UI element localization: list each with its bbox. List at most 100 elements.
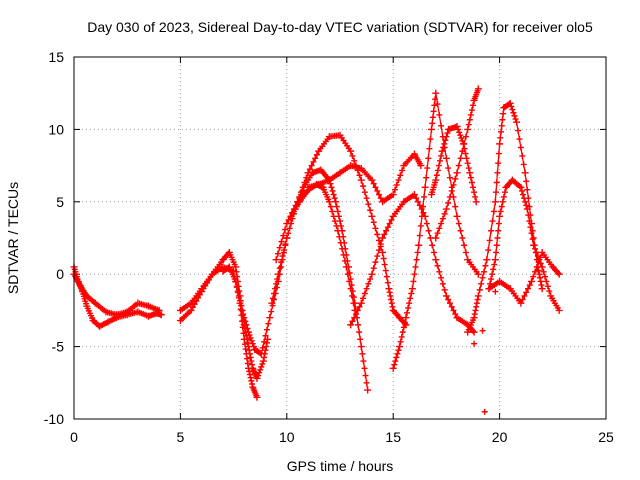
data-point-interp (356, 172, 363, 179)
plot-area-frame (73, 56, 607, 420)
data-point (432, 234, 440, 242)
data-point-interp (538, 282, 545, 289)
data-point (415, 241, 423, 249)
data-point (304, 169, 312, 177)
data-point-interp (261, 354, 268, 361)
data-point (474, 292, 482, 300)
data-point-interp (388, 216, 395, 223)
data-point-interp (380, 255, 387, 262)
data-point-interp (233, 283, 240, 290)
data-point (521, 169, 529, 177)
data-point-interp (257, 366, 264, 373)
data-point (257, 350, 265, 358)
data-point-interp (444, 130, 451, 137)
data-point (266, 314, 274, 322)
x-tick-label: 0 (70, 429, 78, 445)
data-point-interp (334, 208, 341, 215)
data-point-interp (410, 278, 417, 285)
data-point (410, 191, 418, 199)
data-point-interp (393, 354, 400, 361)
data-point-interp (434, 262, 441, 269)
data-point-interp (455, 162, 462, 169)
data-point-interp (526, 218, 533, 225)
data-point-interp (546, 288, 553, 295)
data-point-interp (425, 155, 432, 162)
data-point-interp (425, 227, 432, 234)
data-point-interp (400, 324, 407, 331)
data-point-interp (377, 195, 384, 202)
data-point (432, 89, 440, 97)
data-point-interp (312, 155, 319, 162)
data-point-interp (427, 136, 434, 143)
data-point-interp (465, 165, 472, 172)
data-point-interp (495, 160, 502, 167)
data-point (332, 198, 340, 206)
data-point-interp (398, 333, 405, 340)
data-point-interp (273, 280, 280, 287)
data-point-interp (234, 288, 241, 295)
data-point (528, 277, 536, 285)
data-point (474, 85, 482, 93)
data-point-interp (524, 285, 531, 292)
y-tick-label: 5 (56, 194, 64, 210)
data-point-interp (280, 247, 287, 254)
data-point-interp (497, 208, 504, 215)
data-point-interp (394, 350, 401, 357)
data-point-interp (457, 155, 464, 162)
data-point-interp (493, 249, 500, 256)
series-arc-night-c (485, 248, 563, 307)
data-point-interp (351, 314, 358, 321)
data-point (253, 393, 261, 401)
data-point-interp (535, 259, 542, 266)
data-point-interp (501, 189, 508, 196)
data-point-interp (530, 235, 537, 241)
data-point (517, 299, 525, 307)
data-point-interp (516, 136, 523, 143)
data-point-interp (472, 307, 479, 314)
data-point-interp (384, 279, 391, 286)
data-point-interp (498, 203, 505, 210)
data-point-interp (418, 213, 425, 220)
data-point-interp (401, 319, 408, 326)
data-point-interp (246, 368, 253, 375)
data-point-interp (494, 169, 501, 176)
x-tick-labels: 0 5 10 15 20 25 (70, 429, 614, 445)
isolated-data-point (471, 340, 478, 347)
isolated-data-point (479, 327, 486, 334)
data-point-interp (258, 363, 265, 370)
data-point (432, 176, 440, 184)
data-point (379, 234, 387, 242)
data-point (368, 270, 376, 278)
data-point (432, 256, 440, 264)
data-point-interp (249, 361, 256, 368)
data-point-interp (448, 303, 455, 310)
data-point (379, 248, 387, 256)
data-point-interp (262, 332, 269, 339)
data-point (483, 256, 491, 264)
data-point-interp (493, 242, 500, 249)
data-point-interp (442, 137, 449, 144)
data-point-interp (250, 343, 257, 350)
data-point-interp (269, 295, 276, 302)
data-point (385, 285, 393, 293)
data-point-interp (441, 140, 448, 147)
data-point (259, 357, 267, 365)
data-point-interp (497, 134, 504, 141)
data-point-interp (276, 244, 283, 251)
data-point-interp (459, 235, 466, 241)
data-point (453, 169, 461, 177)
data-point-interp (280, 232, 287, 239)
data-point-interp (381, 261, 388, 268)
data-point-interp (236, 297, 243, 304)
data-point-interp (363, 379, 370, 386)
data-point-interp (459, 148, 466, 155)
data-point (283, 234, 291, 242)
data-point-interp (357, 336, 364, 343)
data-point-interp (354, 307, 361, 314)
data-point-interp (518, 187, 525, 194)
data-point (244, 364, 252, 372)
data-point-interp (344, 271, 351, 278)
data-point-interp (249, 340, 256, 347)
data-point-interp (474, 296, 481, 303)
data-point-interp (524, 186, 531, 193)
